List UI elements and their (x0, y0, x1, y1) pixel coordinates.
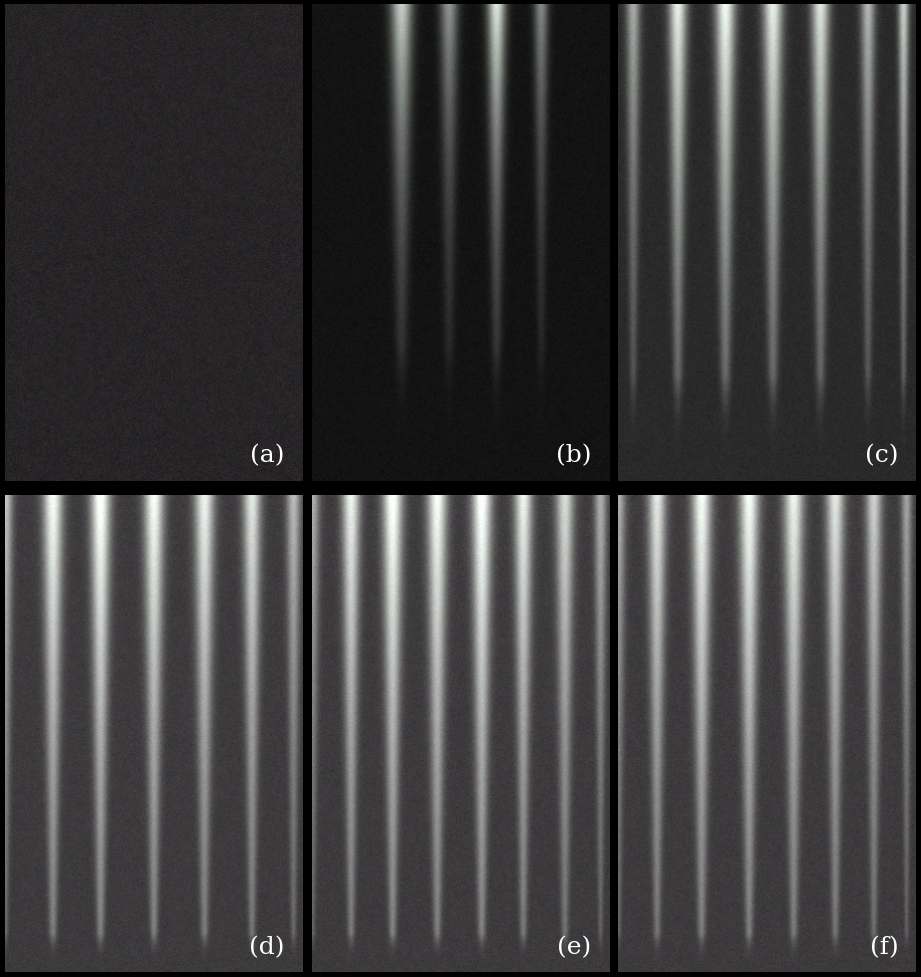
Text: (f): (f) (869, 935, 899, 957)
Text: (b): (b) (556, 445, 591, 467)
Text: (e): (e) (557, 935, 591, 957)
Text: (c): (c) (865, 445, 899, 467)
Text: (d): (d) (250, 935, 285, 957)
Text: (a): (a) (251, 445, 285, 467)
